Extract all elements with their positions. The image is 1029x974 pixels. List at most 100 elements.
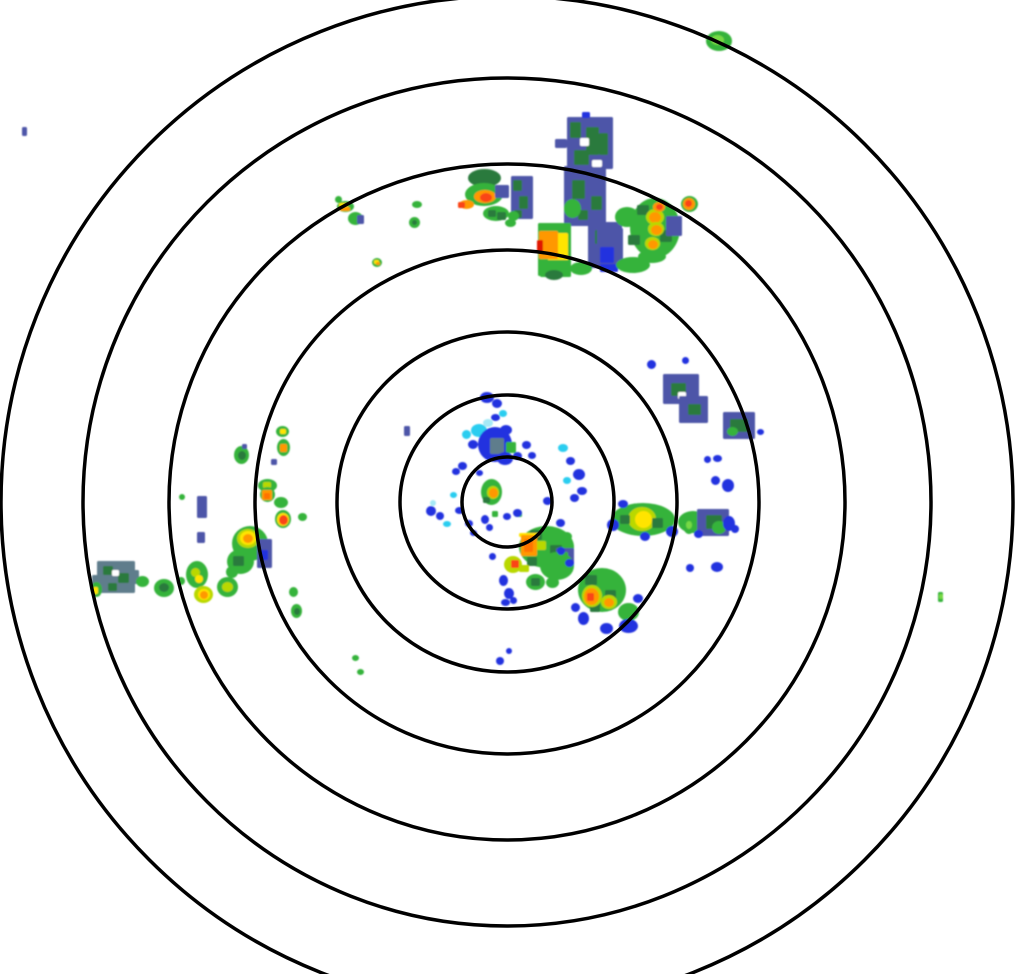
echo-cell <box>557 547 565 555</box>
echo-cell <box>637 205 649 215</box>
echo-cell <box>486 524 493 531</box>
echo-cell <box>615 207 639 227</box>
echo-cell <box>682 357 689 364</box>
echo-cell <box>430 500 436 506</box>
echo-cell <box>511 560 519 568</box>
echo-cell <box>686 564 694 572</box>
echo-cell <box>197 532 205 543</box>
echo-cell <box>506 648 512 654</box>
echo-cell <box>352 655 359 661</box>
echo-cell <box>592 160 602 167</box>
echo-cell <box>618 500 628 508</box>
echo-cell <box>537 240 543 253</box>
echo-cell <box>939 594 943 599</box>
echo-cell <box>197 496 207 518</box>
echo-cell <box>500 425 512 435</box>
echo-cell <box>108 583 117 591</box>
echo-cell <box>566 457 575 465</box>
echo-cell <box>570 494 579 502</box>
echo-cell <box>649 212 661 223</box>
echo-cell <box>404 426 410 436</box>
echo-cell <box>580 138 589 146</box>
echo-cell <box>492 511 498 517</box>
echo-cell <box>712 521 726 534</box>
range-ring-5 <box>167 162 847 842</box>
echo-cell <box>572 180 585 199</box>
echo-cell <box>483 419 493 427</box>
echo-cell <box>497 212 506 220</box>
echo-cell <box>22 127 27 136</box>
echo-cell <box>127 570 139 584</box>
echo-cell <box>616 257 650 273</box>
echo-cell <box>458 462 467 470</box>
echo-cell <box>491 414 500 421</box>
echo-cell <box>489 553 496 560</box>
echo-cell <box>562 532 572 541</box>
range-ring-4 <box>253 248 761 756</box>
echo-cell <box>280 444 287 452</box>
echo-cell <box>513 180 522 191</box>
echo-cell <box>233 556 244 566</box>
echo-cell <box>226 566 238 578</box>
echo-cell <box>489 488 498 498</box>
echo-cell <box>727 427 738 436</box>
echo-cell <box>656 204 663 210</box>
echo-cell <box>574 150 589 165</box>
echo-cell <box>490 438 504 454</box>
echo-cell <box>103 566 113 575</box>
echo-cell <box>757 429 764 435</box>
echo-cell <box>271 459 277 465</box>
echo-cell <box>688 404 701 415</box>
echo-cell <box>476 470 483 476</box>
echo-cell <box>558 444 568 452</box>
echo-cell <box>604 598 614 607</box>
echo-cell <box>496 657 504 665</box>
echo-cell <box>503 513 511 520</box>
echo-cell <box>200 591 208 599</box>
echo-cell <box>571 603 580 612</box>
echo-cell <box>578 612 589 625</box>
echo-cell <box>599 133 608 155</box>
echo-cell <box>570 122 581 138</box>
echo-cell <box>531 578 540 586</box>
echo-cell <box>488 210 496 217</box>
echo-cell <box>458 202 465 208</box>
echo-cell <box>510 597 517 604</box>
echo-cell <box>264 493 270 499</box>
echo-cell <box>620 515 630 524</box>
echo-cell <box>635 511 652 528</box>
echo-cell <box>289 587 298 597</box>
echo-cell <box>468 169 501 187</box>
echo-cell <box>591 196 602 210</box>
echo-cell <box>577 487 587 495</box>
echo-cell <box>565 559 574 567</box>
echo-cell <box>335 196 342 203</box>
echo-cell <box>619 619 638 633</box>
echo-cell <box>651 225 662 235</box>
echo-cell <box>499 575 508 586</box>
echo-cell <box>279 515 288 525</box>
echo-cell <box>570 262 592 275</box>
echo-cell <box>586 127 599 155</box>
echo-cell <box>564 199 581 218</box>
echo-cell <box>628 235 640 245</box>
echo-cell <box>118 573 129 583</box>
echo-cell <box>506 442 516 453</box>
echo-cell <box>238 451 246 460</box>
echo-cell <box>573 469 585 480</box>
echo-cell <box>648 240 658 249</box>
echo-cell <box>412 220 417 225</box>
echo-cell <box>280 429 286 434</box>
echo-cell <box>555 139 567 148</box>
range-ring-3 <box>335 330 679 674</box>
echo-cell <box>179 494 185 500</box>
echo-cell <box>647 360 656 369</box>
echo-cell <box>504 588 514 599</box>
echo-cell <box>686 521 692 529</box>
echo-cell <box>519 196 528 209</box>
echo-cell <box>540 552 574 580</box>
echo-cell <box>522 441 531 449</box>
